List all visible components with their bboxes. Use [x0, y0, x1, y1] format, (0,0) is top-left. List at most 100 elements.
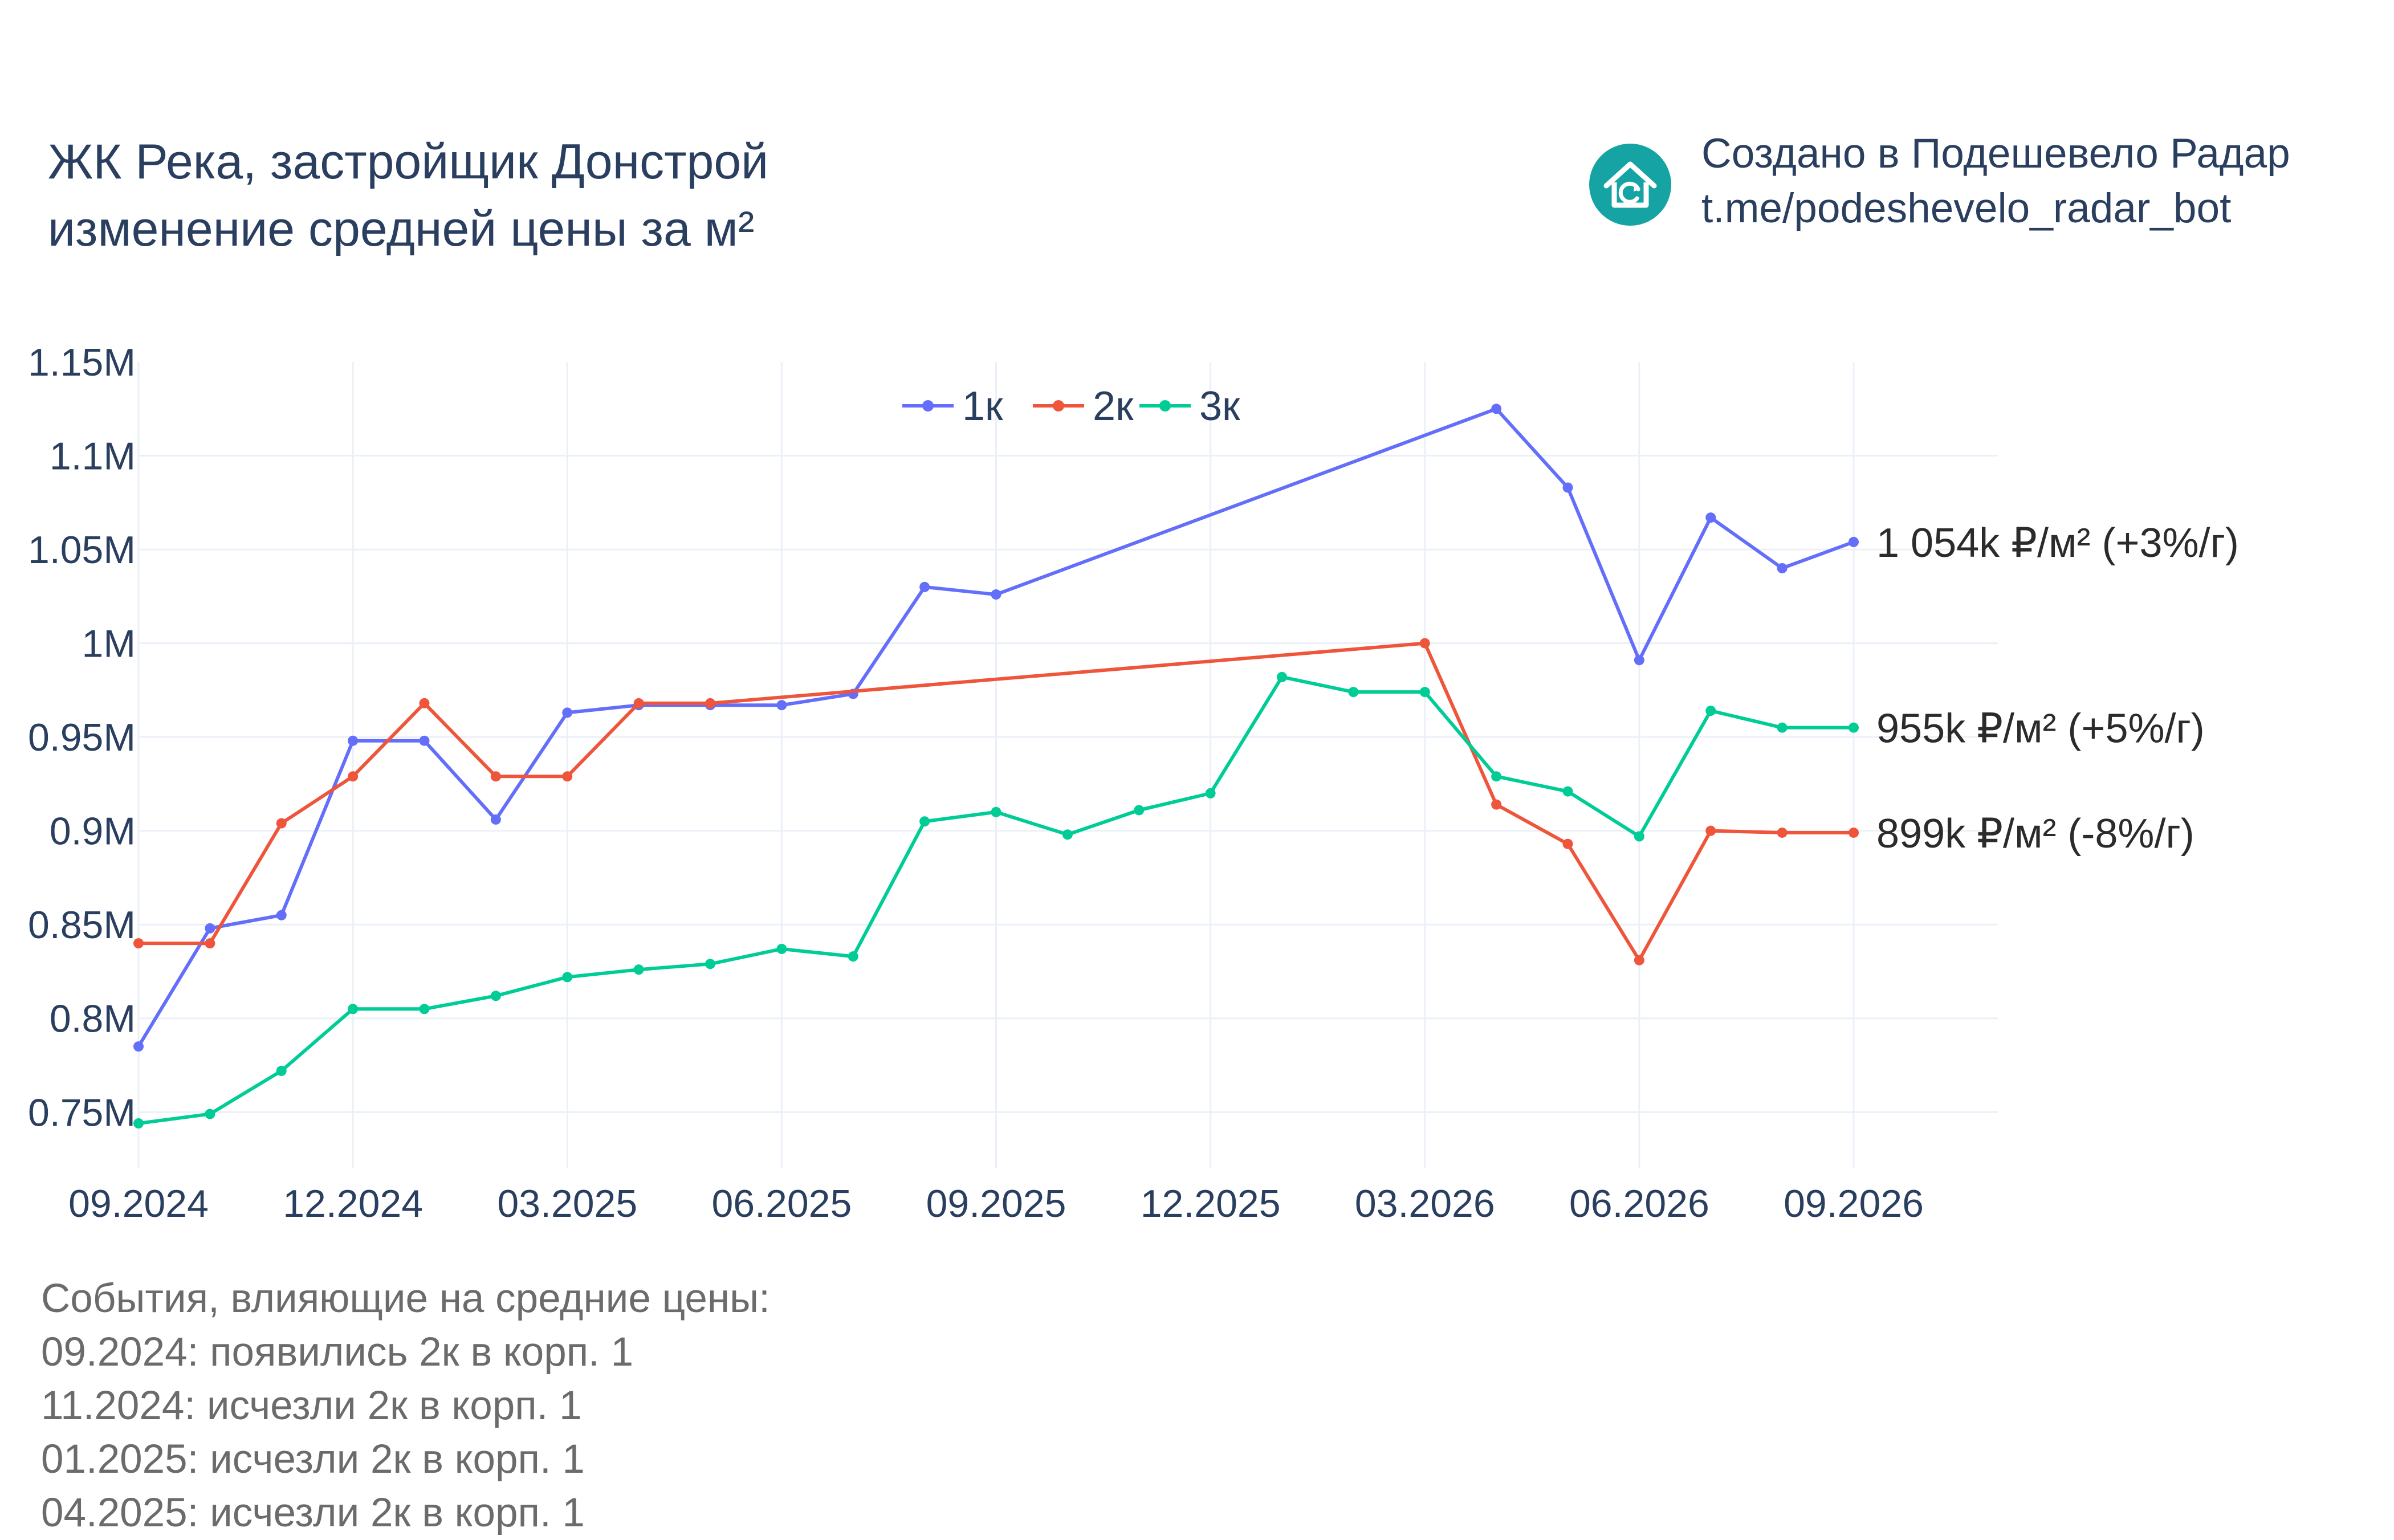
- event-item: 01.2025: исчезли 2к в корп. 1: [41, 1437, 585, 1482]
- y-axis: 0.75M 0.8M 0.85M 0.9M 0.95M 1M 1.05M 1.1M 1.15M: [28, 341, 136, 1134]
- x-tick-label: 12.2025: [1141, 1182, 1281, 1225]
- data-point: [633, 698, 644, 708]
- end-label: 955k ₽/м² (+5%/г): [1876, 706, 2205, 752]
- data-point: [1849, 827, 1859, 838]
- data-point: [562, 707, 573, 718]
- legend-marker: [1159, 400, 1171, 412]
- data-point: [1134, 805, 1145, 816]
- data-point: [1277, 671, 1287, 682]
- series-2: [133, 638, 1859, 965]
- chart-title-line1: ЖК Река, застройщик Донстрой: [48, 135, 769, 189]
- x-tick-label: 06.2025: [711, 1182, 852, 1225]
- data-point: [419, 735, 430, 746]
- data-point: [1562, 786, 1573, 797]
- x-tick-label: 03.2025: [497, 1182, 637, 1225]
- data-point: [1849, 722, 1859, 733]
- y-tick-label: 1M: [82, 622, 136, 666]
- data-point: [562, 972, 573, 983]
- y-tick-label: 0.8M: [50, 997, 136, 1041]
- data-point: [490, 771, 501, 782]
- price-chart: 0.75M0.8M0.85M0.9M0.95M1M1.05M1.1M1.15M …: [28, 341, 2239, 1225]
- data-point: [133, 938, 144, 949]
- y-tick-label: 1.1M: [50, 435, 136, 478]
- data-point: [1777, 563, 1788, 573]
- data-point: [1705, 825, 1716, 836]
- data-point: [562, 771, 573, 782]
- data-point: [1777, 722, 1788, 733]
- data-point: [490, 991, 501, 1001]
- y-tick-label: 0.75M: [28, 1091, 136, 1134]
- data-point: [419, 698, 430, 708]
- series-3: [133, 671, 1859, 1129]
- data-point: [1562, 838, 1573, 849]
- data-point: [633, 964, 644, 975]
- brand-link[interactable]: t.me/podeshevelo_radar_bot: [1701, 185, 2232, 231]
- data-point: [1634, 655, 1644, 666]
- data-point: [705, 698, 715, 708]
- data-point: [776, 700, 787, 711]
- data-point: [133, 1118, 144, 1129]
- x-tick-label: 09.2026: [1784, 1182, 1924, 1225]
- events-heading: События, влияющие на средние цены:: [41, 1276, 770, 1321]
- data-point: [991, 806, 1001, 817]
- chart-title: ЖК Река, застройщик Донстрой изменение с…: [48, 128, 768, 263]
- data-point: [1419, 687, 1430, 698]
- data-point: [1062, 829, 1073, 840]
- end-label: 1 054k ₽/м² (+3%/г): [1876, 520, 2239, 566]
- legend-label: 2к: [1093, 384, 1134, 429]
- data-point: [1491, 799, 1502, 810]
- data-point: [1777, 827, 1788, 838]
- chart-grid: [137, 362, 1998, 1168]
- data-point: [991, 589, 1001, 600]
- y-tick-label: 0.9M: [50, 810, 136, 853]
- x-tick-label: 06.2026: [1569, 1182, 1709, 1225]
- house-refresh-icon: [1589, 144, 1671, 226]
- y-tick-label: 0.85M: [28, 903, 136, 947]
- y-tick-label: 1.05M: [28, 528, 136, 572]
- data-point: [1634, 831, 1644, 842]
- data-point: [490, 814, 501, 825]
- data-point: [1205, 788, 1216, 798]
- brand-line1: Создано в Подешевело Радар: [1701, 131, 2290, 177]
- event-item: 09.2024: появились 2к в корп. 1: [41, 1330, 634, 1375]
- data-point: [276, 910, 287, 920]
- event-item: 04.2025: исчезли 2к в корп. 1: [41, 1490, 585, 1535]
- data-point: [919, 816, 930, 827]
- data-point: [348, 735, 359, 746]
- legend-marker: [1053, 400, 1064, 412]
- data-point: [1705, 706, 1716, 716]
- events-block: События, влияющие на средние цены: 09.20…: [41, 1272, 770, 1540]
- data-point: [1348, 687, 1359, 698]
- data-point: [1491, 404, 1502, 414]
- series-line: [139, 641, 1854, 962]
- data-point: [348, 1004, 359, 1015]
- legend-label: 3к: [1199, 384, 1240, 429]
- chart-title-line2: изменение средней цены за м²: [48, 202, 755, 256]
- x-tick-label: 03.2026: [1355, 1182, 1495, 1225]
- data-point: [848, 951, 858, 962]
- data-point: [205, 923, 215, 934]
- x-tick-label: 09.2025: [926, 1182, 1066, 1225]
- data-point: [205, 938, 215, 949]
- data-point: [276, 818, 287, 829]
- data-point: [276, 1065, 287, 1076]
- x-tick-label: 09.2024: [68, 1182, 209, 1225]
- y-tick-label: 0.95M: [28, 716, 136, 759]
- data-point: [919, 581, 930, 592]
- x-axis: 09.2024 12.2024 03.2025 06.2025 09.2025 12.20…: [68, 1182, 1924, 1225]
- chart-series: [133, 404, 1859, 1129]
- data-point: [1705, 512, 1716, 523]
- data-point: [1634, 955, 1644, 965]
- data-point: [205, 1109, 215, 1119]
- legend-label: 1к: [962, 384, 1003, 429]
- data-point: [133, 1041, 144, 1052]
- data-point: [1491, 771, 1502, 782]
- x-tick-label: 12.2024: [283, 1182, 423, 1225]
- brand-credit: Создано в Подешевело Радар t.me/podeshev…: [1701, 127, 2290, 236]
- data-point: [1562, 482, 1573, 493]
- data-point: [348, 771, 359, 782]
- data-point: [419, 1004, 430, 1015]
- data-point: [776, 943, 787, 954]
- data-point: [705, 959, 715, 969]
- event-item: 11.2024: исчезли 2к в корп. 1: [41, 1383, 582, 1428]
